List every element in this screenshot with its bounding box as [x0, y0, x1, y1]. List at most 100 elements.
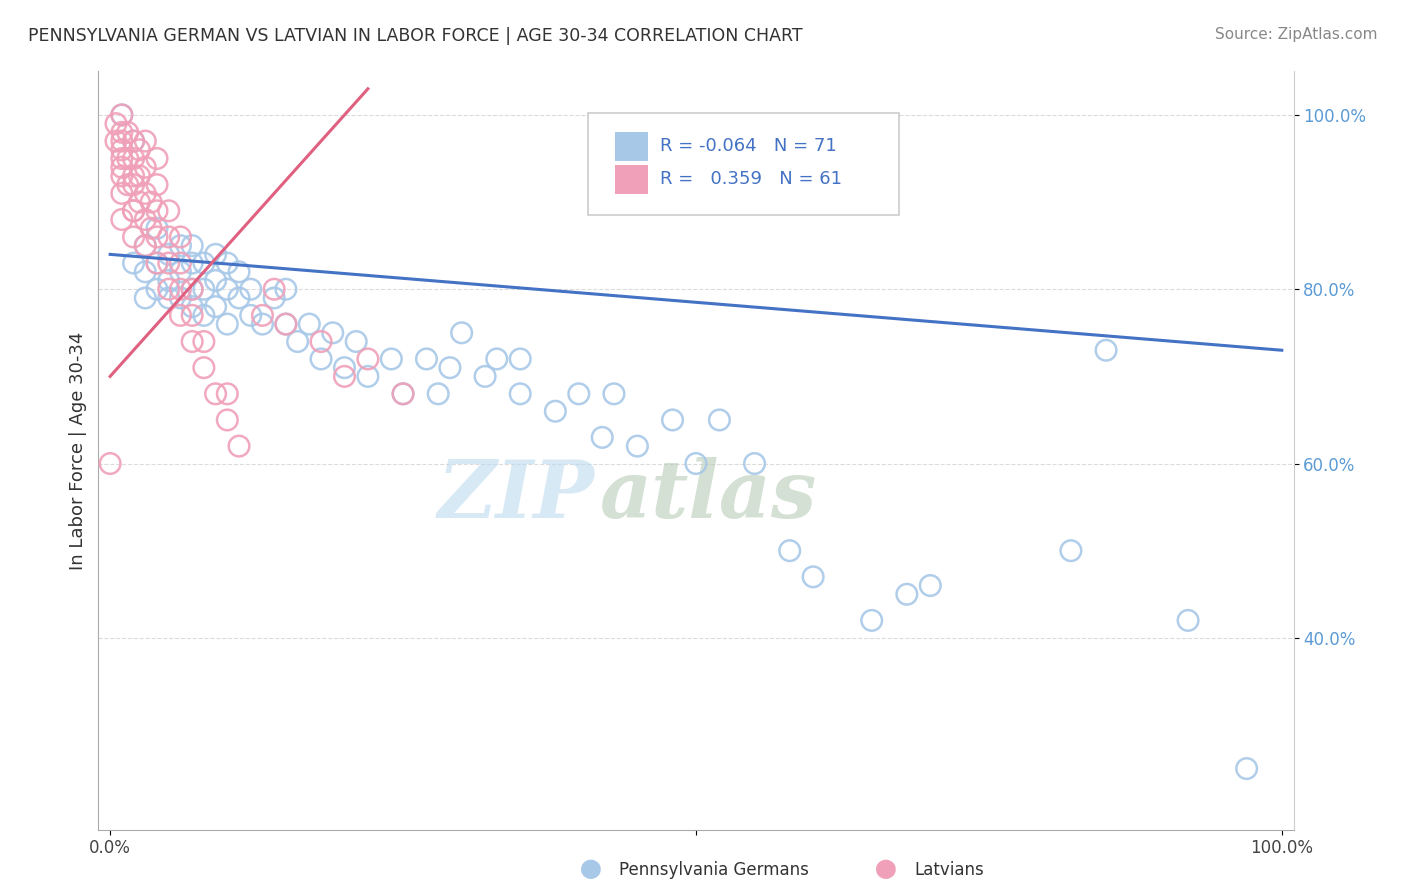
Point [204, 386, 226, 401]
Point [105, 117, 128, 131]
Point [169, 291, 191, 305]
Point [287, 334, 309, 349]
Point [744, 457, 766, 471]
Point [117, 178, 139, 192]
Point [169, 256, 191, 270]
Point [252, 309, 274, 323]
Point [169, 238, 191, 252]
Point [685, 457, 707, 471]
Text: Source: ZipAtlas.com: Source: ZipAtlas.com [1215, 27, 1378, 42]
Point [1177, 614, 1199, 628]
Point [181, 238, 204, 252]
Point [661, 413, 683, 427]
Point [1060, 543, 1083, 558]
Point [603, 386, 626, 401]
Point [333, 360, 356, 375]
Text: ZIP: ZIP [437, 458, 595, 534]
Point [128, 143, 150, 157]
Point [709, 413, 731, 427]
Point [344, 334, 367, 349]
FancyBboxPatch shape [614, 165, 648, 194]
Point [111, 152, 134, 166]
FancyBboxPatch shape [614, 132, 648, 161]
Point [146, 282, 169, 296]
Point [169, 282, 191, 296]
Point [169, 265, 191, 279]
Point [626, 439, 648, 453]
FancyBboxPatch shape [589, 113, 900, 216]
Point [134, 238, 156, 252]
Point [333, 369, 356, 384]
Point [157, 291, 180, 305]
Point [181, 300, 204, 314]
Point [392, 386, 415, 401]
Point [111, 125, 134, 139]
Point [298, 317, 321, 331]
Point [450, 326, 472, 340]
Point [309, 334, 332, 349]
Point [181, 256, 204, 270]
Point [98, 457, 121, 471]
Point [193, 309, 215, 323]
Point [141, 195, 163, 210]
Point [111, 108, 134, 122]
Point [122, 134, 145, 148]
Text: Latvians: Latvians [914, 861, 984, 879]
Point [1236, 762, 1258, 776]
Point [439, 360, 461, 375]
Point [181, 282, 204, 296]
Point [509, 386, 531, 401]
Text: ⬤: ⬤ [875, 860, 897, 880]
Point [122, 152, 145, 166]
Point [157, 273, 180, 287]
Point [111, 134, 134, 148]
Point [146, 256, 169, 270]
Point [228, 291, 250, 305]
Point [380, 351, 402, 366]
Point [252, 317, 274, 331]
Point [485, 351, 508, 366]
Point [157, 203, 180, 218]
Point [204, 300, 226, 314]
Point [1095, 343, 1118, 358]
Point [228, 439, 250, 453]
Y-axis label: In Labor Force | Age 30-34: In Labor Force | Age 30-34 [69, 331, 87, 570]
Point [134, 134, 156, 148]
Point [217, 386, 239, 401]
Point [134, 238, 156, 252]
Point [122, 169, 145, 183]
Point [415, 351, 437, 366]
Point [111, 160, 134, 174]
Point [105, 134, 128, 148]
Point [181, 309, 204, 323]
Point [801, 570, 824, 584]
Point [568, 386, 591, 401]
Point [134, 265, 156, 279]
Point [128, 169, 150, 183]
Point [509, 351, 531, 366]
Text: atlas: atlas [600, 458, 818, 534]
Point [204, 273, 226, 287]
Point [146, 152, 169, 166]
Point [357, 369, 380, 384]
Point [128, 195, 150, 210]
Text: Pennsylvania Germans: Pennsylvania Germans [619, 861, 808, 879]
Point [217, 282, 239, 296]
Point [860, 614, 883, 628]
Point [134, 186, 156, 201]
Point [157, 256, 180, 270]
Point [111, 108, 134, 122]
Point [122, 203, 145, 218]
Point [204, 247, 226, 261]
Point [111, 143, 134, 157]
Point [111, 169, 134, 183]
Point [117, 125, 139, 139]
Point [122, 230, 145, 244]
Point [263, 291, 285, 305]
Point [193, 360, 215, 375]
Point [146, 230, 169, 244]
Text: ⬤: ⬤ [579, 860, 602, 880]
Point [117, 152, 139, 166]
Point [146, 178, 169, 192]
Point [157, 230, 180, 244]
